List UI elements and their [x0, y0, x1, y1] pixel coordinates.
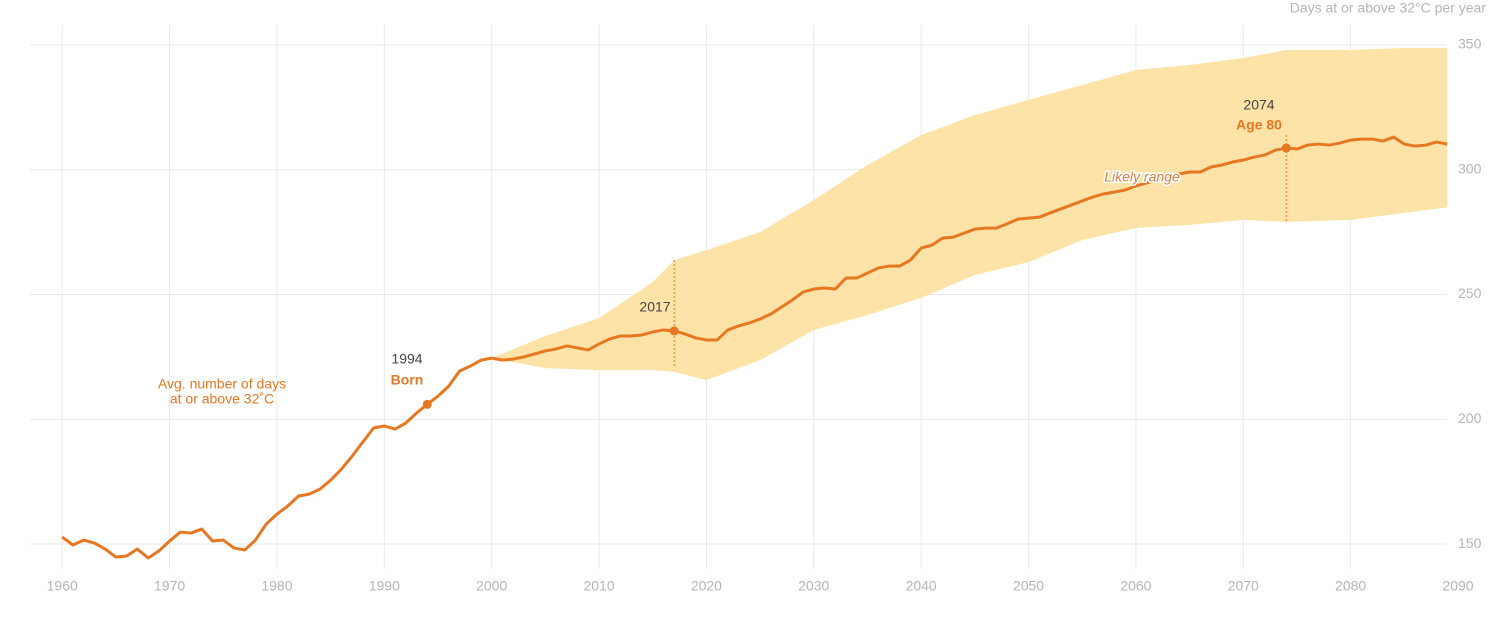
year-label: 2074 [1243, 97, 1274, 113]
x-tick-label: 1960 [47, 578, 78, 594]
y-tick-label: 300 [1458, 160, 1482, 176]
x-tick-label: 2080 [1335, 578, 1366, 594]
y-tick-label: 200 [1458, 410, 1482, 426]
highlight-point [669, 326, 679, 336]
x-tick-label: 2000 [476, 578, 507, 594]
x-tick-label: 1970 [154, 578, 185, 594]
highlight-point [422, 399, 432, 409]
y-tick-label: 350 [1458, 36, 1482, 52]
x-tick-label: 1980 [261, 578, 292, 594]
x-tick-label: 2030 [798, 578, 829, 594]
y-tick-label: 150 [1458, 535, 1482, 551]
y-axis-label: Days at or above 32°C per year [1290, 0, 1487, 16]
x-tick-label: 2010 [583, 578, 614, 594]
x-tick-label: 2020 [691, 578, 722, 594]
event-label: Born [391, 372, 424, 388]
x-tick-label: 2090 [1442, 578, 1473, 594]
event-label: Age 80 [1236, 117, 1282, 133]
x-tick-label: 2040 [906, 578, 937, 594]
band-label: Likely range [1104, 169, 1180, 185]
year-label: 2017 [639, 299, 670, 315]
year-label: 1994 [391, 351, 422, 367]
y-tick-label: 250 [1458, 285, 1482, 301]
x-tick-label: 2050 [1013, 578, 1044, 594]
x-tick-label: 2070 [1228, 578, 1259, 594]
data-line [61, 135, 1448, 560]
x-tick-label: 2060 [1120, 578, 1151, 594]
highlight-point [1281, 143, 1291, 153]
x-tick-label: 1990 [369, 578, 400, 594]
likely-range [491, 47, 1448, 381]
series-label: at or above 32˚C [170, 391, 274, 407]
series-label: Avg. number of days [158, 376, 286, 392]
